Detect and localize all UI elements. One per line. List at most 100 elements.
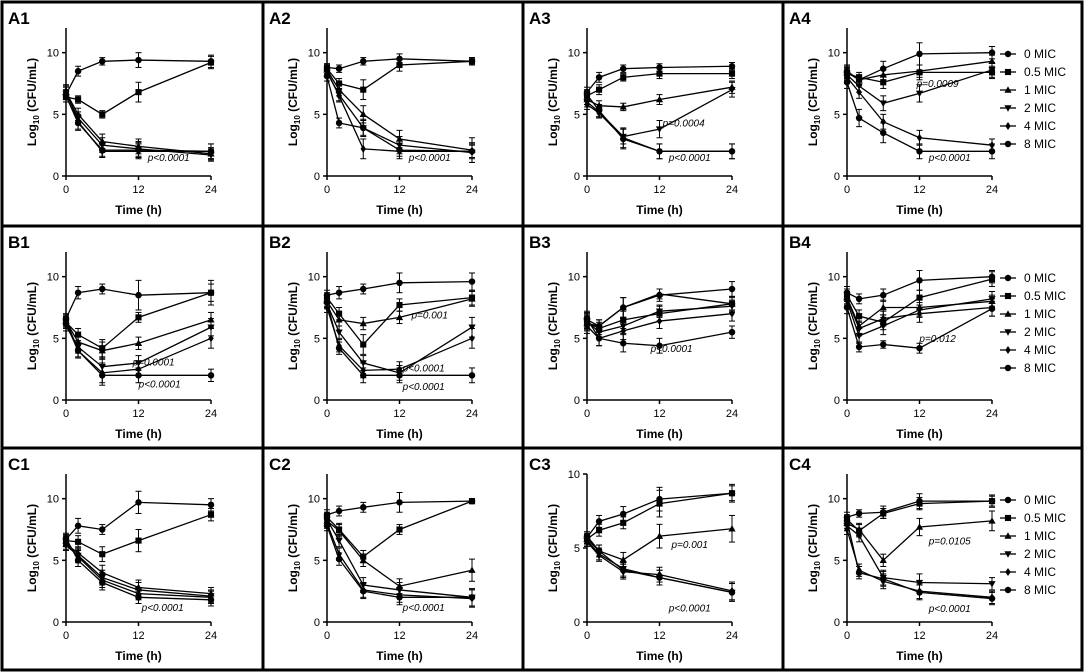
data-point (99, 58, 106, 65)
p-value-annotation: p<0.0001 (408, 153, 451, 164)
series-8-mic (583, 310, 736, 354)
data-point (879, 100, 887, 108)
legend-marker (1005, 568, 1011, 576)
data-point (134, 339, 143, 346)
data-point (988, 517, 996, 524)
data-point (74, 119, 82, 127)
legend-label: 0 MIC (1024, 271, 1056, 285)
data-point (916, 309, 923, 318)
data-point (856, 324, 862, 333)
data-point (360, 504, 367, 511)
y-tick-label: 5 (314, 109, 320, 121)
y-tick-label: 0 (574, 617, 580, 629)
data-point (135, 56, 142, 64)
data-point (360, 341, 367, 348)
panel-c2: C2 0 5 10 0 12 24 Time (h) Log10 (CFU/mL) p<0.000… (261, 446, 525, 672)
y-tick-label: 5 (834, 333, 840, 345)
data-point (915, 523, 924, 530)
data-point (655, 532, 664, 539)
x-tick-label: 12 (393, 184, 405, 196)
series-0-5-mic (62, 508, 215, 563)
data-point (728, 589, 736, 596)
x-tick-label: 0 (844, 184, 850, 196)
data-point (915, 67, 924, 74)
legend-label: 8 MIC (1024, 137, 1056, 151)
y-tick-label: 10 (568, 469, 580, 481)
x-tick-label: 12 (653, 408, 665, 420)
data-point (468, 58, 476, 65)
x-tick-label: 24 (986, 630, 998, 642)
x-axis-label: Time (h) (115, 649, 161, 663)
data-point (335, 555, 343, 563)
legend-marker (1004, 514, 1012, 522)
y-tick-label: 5 (834, 555, 840, 567)
data-point (62, 316, 70, 324)
data-point (855, 569, 863, 576)
legend-marker (1004, 86, 1012, 93)
data-point (595, 107, 603, 114)
legend-label: 2 MIC (1024, 101, 1056, 115)
data-point (74, 522, 82, 530)
y-tick-label: 0 (53, 395, 59, 407)
data-point (336, 91, 342, 100)
x-tick-label: 12 (913, 184, 925, 196)
data-point (855, 510, 863, 517)
data-point (620, 340, 627, 347)
data-point (207, 324, 215, 332)
data-point (595, 74, 603, 81)
data-point (360, 285, 367, 293)
data-point (468, 498, 476, 505)
x-tick-label: 0 (324, 408, 330, 420)
data-point (915, 579, 924, 587)
data-point (656, 317, 663, 326)
data-point (360, 86, 367, 93)
data-point (62, 92, 70, 100)
data-point (396, 301, 403, 309)
panel-c3: C3 0 5 10 0 12 24 Time (h) Log10 (CFU/mL) p=0.001… (521, 446, 785, 672)
legend-entry: 0.5 MIC (1000, 65, 1066, 79)
series-8-mic (323, 70, 476, 158)
data-point (620, 65, 627, 72)
y-tick-label: 5 (834, 109, 840, 121)
x-axis-label: Time (h) (636, 649, 682, 663)
x-tick-label: 12 (132, 184, 144, 196)
legend-entry: 0.5 MIC (1000, 289, 1066, 303)
data-point (655, 95, 664, 103)
series-8-mic (62, 89, 215, 160)
data-point (843, 304, 851, 311)
p-value-annotation: p<0.0001 (402, 603, 445, 614)
panel-label: B3 (529, 233, 551, 252)
y-axis-label: Log10 (CFU/mL) (546, 504, 562, 592)
data-point (323, 72, 331, 80)
panel-b1: B1 0 5 10 0 12 24 Time (h) Log10 (CFU/mL) p=0.000… (0, 224, 265, 450)
panel-b3: B3 0 5 10 0 12 24 Time (h) Log10 (CFU/mL) p<0.000… (521, 224, 785, 450)
data-point (620, 135, 627, 143)
data-point (916, 344, 923, 352)
legend-label: 8 MIC (1024, 583, 1056, 597)
data-point (396, 526, 403, 533)
x-tick-label: 12 (653, 630, 665, 642)
p-value-annotation: p=0.0009 (916, 79, 959, 90)
y-axis-label: Log10 (CFU/mL) (546, 282, 562, 370)
data-point (360, 124, 367, 132)
data-point (99, 146, 106, 154)
legend-label: 1 MIC (1024, 307, 1056, 321)
data-point (880, 341, 887, 348)
legend-marker (1004, 551, 1012, 558)
data-point (207, 289, 215, 296)
data-point (207, 501, 215, 509)
data-point (99, 111, 106, 118)
data-point (880, 314, 886, 323)
data-point (468, 372, 476, 379)
x-tick-label: 12 (913, 630, 925, 642)
y-tick-label: 10 (47, 494, 59, 506)
data-point (879, 71, 887, 78)
legend-marker (1004, 329, 1012, 336)
data-point (879, 303, 887, 311)
x-tick-label: 24 (986, 408, 998, 420)
legend-label: 1 MIC (1024, 83, 1056, 97)
p-value-annotation: p<0.0001 (147, 153, 190, 164)
x-tick-label: 12 (393, 630, 405, 642)
series-8-mic (583, 531, 736, 602)
y-tick-label: 5 (314, 555, 320, 567)
